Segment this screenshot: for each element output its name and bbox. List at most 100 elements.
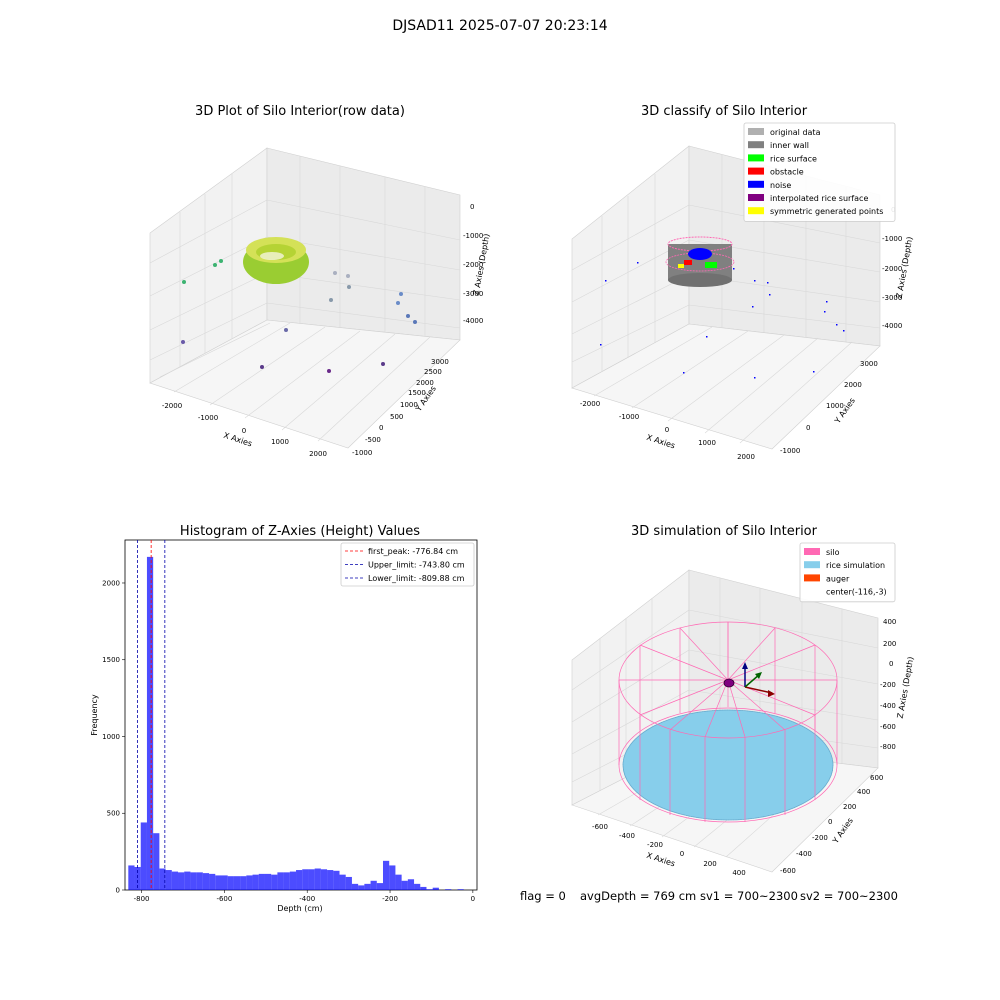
- simulation-ztick: -400: [880, 702, 896, 710]
- histogram-bar: [308, 869, 315, 890]
- classify-ytick: 2000: [844, 381, 862, 389]
- histogram-bar: [271, 874, 278, 890]
- classify-xtick: 2000: [737, 453, 755, 461]
- simulation-legend: silo rice simulation auger center(-116,-3): [799, 542, 896, 603]
- simulation-ztick: -200: [880, 681, 896, 689]
- histogram-xtick: 0: [471, 895, 475, 903]
- histogram-bar: [190, 872, 197, 890]
- raw-panel-title: 3D Plot of Silo Interior(row data): [195, 104, 405, 119]
- histogram-ytick: 1500: [102, 656, 120, 664]
- legend-swatch: [748, 141, 764, 149]
- legend-entry: rice surface: [770, 154, 817, 163]
- histogram-bar: [165, 870, 172, 890]
- histogram-bar: [358, 885, 365, 890]
- histogram-bar: [320, 869, 328, 890]
- legend-swatch: [804, 548, 820, 555]
- raw-point: [219, 259, 223, 263]
- classify-ytick: 0: [806, 424, 810, 432]
- legend-swatch: [804, 574, 820, 582]
- histogram-bar: [215, 875, 222, 890]
- histogram-bar: [252, 874, 259, 890]
- rice-simulation-mesh: [622, 709, 834, 821]
- histogram-bar: [227, 876, 234, 890]
- classify-ztick: -2000: [882, 265, 902, 273]
- histogram-xlabel: Depth (cm): [277, 904, 322, 913]
- raw-point: [284, 328, 288, 332]
- simulation-ylabel: Y Axies: [830, 816, 855, 846]
- simulation-ztick: -600: [880, 723, 896, 731]
- histogram-xtick: -400: [299, 895, 315, 903]
- simulation-xtick: -200: [647, 841, 663, 849]
- simulation-ytick: -400: [796, 850, 812, 858]
- histogram-bar: [370, 880, 377, 890]
- raw-ztick: -4000: [463, 317, 483, 325]
- raw-ytick: 1000: [400, 401, 418, 409]
- simulation-model: [618, 621, 838, 823]
- histogram-bar: [327, 870, 334, 890]
- raw-point: [406, 314, 410, 318]
- raw-ytick: -1000: [352, 449, 372, 457]
- raw-point: [381, 362, 385, 366]
- legend-entry: silo: [826, 548, 840, 557]
- simulation-xtick: -400: [619, 832, 635, 840]
- raw-point: [329, 298, 333, 302]
- raw-3d-axes: -2000 -1000 0 1000 2000 X Axies -1000 -5…: [149, 147, 491, 458]
- classify-ztick: -4000: [882, 322, 902, 330]
- silo-wireframe: [618, 621, 838, 823]
- figure-suptitle: DJSAD11 2025-07-07 20:23:14: [392, 18, 608, 34]
- classify-noise-cluster: [688, 248, 712, 260]
- histogram-bar: [196, 872, 203, 890]
- histogram-bar: [240, 876, 247, 890]
- x-arrow: [744, 686, 773, 694]
- raw-xtick: 2000: [309, 450, 327, 458]
- histogram-bar: [184, 871, 191, 890]
- classify-wall-bottom: [668, 273, 732, 287]
- raw-xtick: -2000: [162, 402, 182, 410]
- raw-point: [213, 263, 217, 267]
- legend-entry: noise: [770, 181, 791, 190]
- raw-point: [396, 301, 400, 305]
- legend-entry: original data: [770, 128, 821, 137]
- raw-xtick: 0: [242, 427, 246, 435]
- histogram-bar: [432, 887, 439, 890]
- sv2-text: sv2 = 700~2300: [800, 889, 898, 903]
- legend-entry: auger: [826, 574, 850, 583]
- simulation-ytick: 600: [870, 774, 883, 782]
- raw-ytick: 500: [390, 413, 403, 421]
- histogram-bar: [314, 868, 321, 890]
- classify-xtick: 1000: [698, 439, 716, 447]
- histogram-bar: [414, 883, 421, 890]
- legend-swatch: [748, 180, 764, 188]
- histogram-xtick: -800: [134, 895, 150, 903]
- simulation-xlabel: X Axies: [645, 851, 676, 869]
- histogram-bars: [128, 556, 464, 890]
- raw-xlabel: X Axies: [222, 431, 253, 449]
- raw-point: [260, 365, 264, 369]
- legend-entry: rice simulation: [826, 561, 885, 570]
- histogram-bar: [264, 873, 272, 890]
- simulation-ztick: 200: [883, 640, 896, 648]
- simulation-xtick: 0: [680, 850, 684, 858]
- classify-xtick: 0: [665, 426, 669, 434]
- legend-entry: inner wall: [770, 141, 809, 150]
- histogram-bar: [420, 886, 427, 890]
- histogram-reference-lines: [137, 540, 166, 890]
- raw-ytick: 2000: [416, 379, 434, 387]
- raw-ytick: 2500: [424, 368, 442, 376]
- classify-panel-title: 3D classify of Silo Interior: [640, 104, 808, 119]
- classify-ylabel: Y Axies: [832, 396, 857, 426]
- histogram-ylabel: Frequency: [90, 694, 99, 736]
- sv1-text: sv1 = 700~2300: [700, 889, 798, 903]
- legend-entry: interpolated rice surface: [770, 194, 868, 203]
- histogram-bar: [209, 873, 216, 890]
- histogram-bar: [351, 883, 359, 890]
- raw-point: [333, 271, 337, 275]
- histogram-axes: -800 -600 -400 -200 0 0 500 1000 1500 2000 Depth …: [90, 539, 478, 913]
- histogram-legend-entry: first_peak: -776.84 cm: [368, 547, 458, 556]
- raw-ytick: 1500: [408, 389, 426, 397]
- histogram-bar: [296, 870, 303, 890]
- classify-xtick: -1000: [619, 413, 639, 421]
- raw-ztick: -2000: [463, 261, 483, 269]
- histogram-xtick: -200: [382, 895, 398, 903]
